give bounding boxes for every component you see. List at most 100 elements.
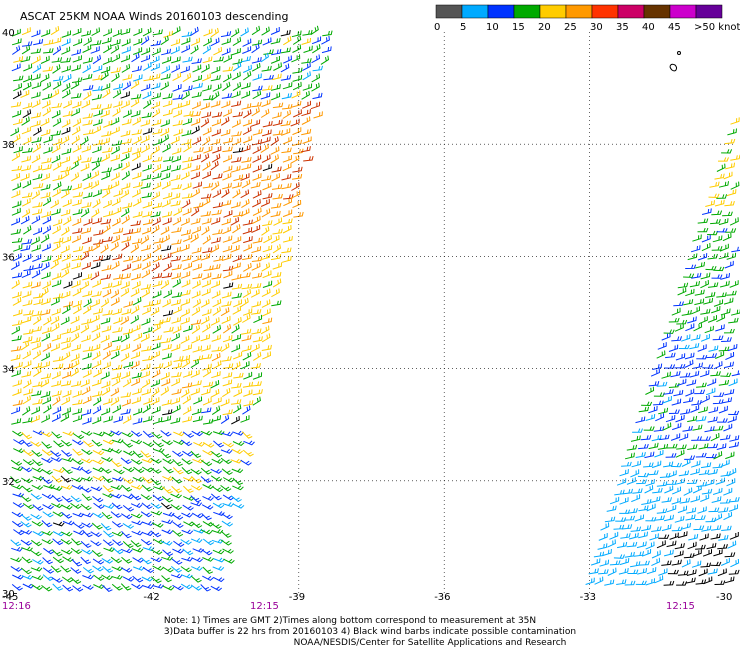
wind-barb — [11, 325, 21, 335]
wind-barb — [51, 549, 63, 557]
wind-barb — [644, 485, 654, 494]
wind-barb — [22, 102, 33, 110]
wind-barb — [710, 525, 722, 531]
wind-barb — [32, 173, 43, 181]
wind-barb — [716, 292, 727, 298]
wind-barb — [692, 485, 702, 494]
wind-barb — [52, 161, 62, 171]
wind-barb — [193, 441, 205, 447]
wind-barb — [23, 225, 32, 235]
wind-barb — [52, 253, 62, 263]
wind-barb — [161, 211, 173, 218]
wind-barb — [201, 279, 211, 288]
wind-barb — [313, 111, 323, 119]
wind-barb — [192, 64, 202, 73]
wind-barb — [170, 136, 180, 145]
wind-barb — [651, 434, 662, 442]
wind-barb — [31, 484, 44, 490]
wind-barb — [11, 418, 22, 425]
wind-barb — [71, 49, 81, 56]
wind-barb — [60, 57, 71, 63]
wind-barb — [102, 539, 114, 547]
wind-barb — [180, 229, 191, 236]
wind-barb — [713, 513, 723, 522]
wind-barb — [140, 83, 151, 92]
wind-barb — [21, 126, 31, 135]
wind-barb — [171, 227, 182, 233]
wind-barb — [33, 367, 42, 378]
wind-barb — [681, 334, 691, 342]
wind-barb — [171, 485, 183, 494]
wind-barb — [152, 163, 162, 173]
wind-barb — [92, 449, 105, 456]
wind-barb — [222, 182, 232, 190]
wind-barb — [110, 493, 122, 499]
wind-barb — [242, 38, 252, 47]
wind-barb — [132, 181, 143, 189]
wind-barb — [711, 496, 722, 503]
wind-barb — [52, 181, 62, 191]
wind-barb — [271, 173, 281, 182]
wind-barb — [252, 164, 262, 173]
wind-barb — [683, 553, 695, 559]
wind-barb — [171, 388, 182, 395]
wind-barb — [43, 404, 52, 414]
wind-barb — [160, 372, 170, 380]
wind-barb — [142, 253, 152, 262]
wind-barb — [261, 208, 271, 218]
wind-barb — [191, 408, 202, 416]
wind-barb — [671, 307, 681, 316]
wind-barb — [22, 459, 34, 466]
wind-barb — [162, 100, 173, 108]
wind-barb — [240, 189, 250, 199]
wind-barb — [100, 467, 112, 474]
wind-barb — [171, 316, 182, 324]
wind-barb — [181, 193, 193, 199]
wind-barb — [251, 43, 260, 54]
wind-barb — [100, 298, 110, 308]
wind-barb — [70, 92, 82, 99]
wind-barb — [172, 84, 182, 92]
wind-barb — [101, 264, 112, 272]
wind-barb — [685, 288, 695, 297]
wind-barb — [52, 174, 63, 182]
wind-barb — [131, 583, 143, 590]
wind-barb — [654, 449, 664, 458]
wind-barb — [252, 73, 262, 81]
wind-barb — [700, 272, 711, 280]
wind-barb — [61, 185, 72, 191]
wind-barb — [232, 404, 242, 414]
wind-barb — [31, 342, 41, 351]
wind-barb — [61, 504, 73, 510]
wind-barb — [292, 67, 303, 74]
wind-barb — [32, 143, 41, 153]
wind-barb — [262, 245, 273, 253]
wind-barb — [630, 561, 641, 568]
wind-barb — [42, 81, 52, 91]
wind-barb — [271, 166, 282, 173]
wind-barb — [678, 433, 689, 441]
wind-barb — [51, 110, 61, 119]
wind-barb — [261, 26, 270, 36]
wind-barb — [242, 308, 253, 316]
wind-barb — [131, 377, 141, 387]
wind-barb — [687, 253, 698, 261]
wind-barb — [161, 56, 172, 64]
wind-barb — [52, 511, 64, 517]
wind-barb — [190, 111, 201, 117]
wind-barb — [171, 371, 182, 378]
wind-barb — [293, 211, 304, 218]
wind-barb — [110, 387, 120, 397]
wind-barb — [70, 172, 80, 182]
wind-barb — [12, 134, 21, 144]
wind-barb — [311, 54, 321, 64]
wind-barb — [72, 300, 82, 308]
wind-barb — [728, 378, 738, 387]
wind-barb — [231, 292, 242, 299]
wind-barb — [33, 298, 44, 306]
wind-barb — [51, 279, 62, 288]
wind-barb — [270, 235, 280, 244]
wind-barb — [121, 308, 132, 316]
wind-barb — [110, 289, 120, 299]
wind-barb — [71, 280, 81, 289]
